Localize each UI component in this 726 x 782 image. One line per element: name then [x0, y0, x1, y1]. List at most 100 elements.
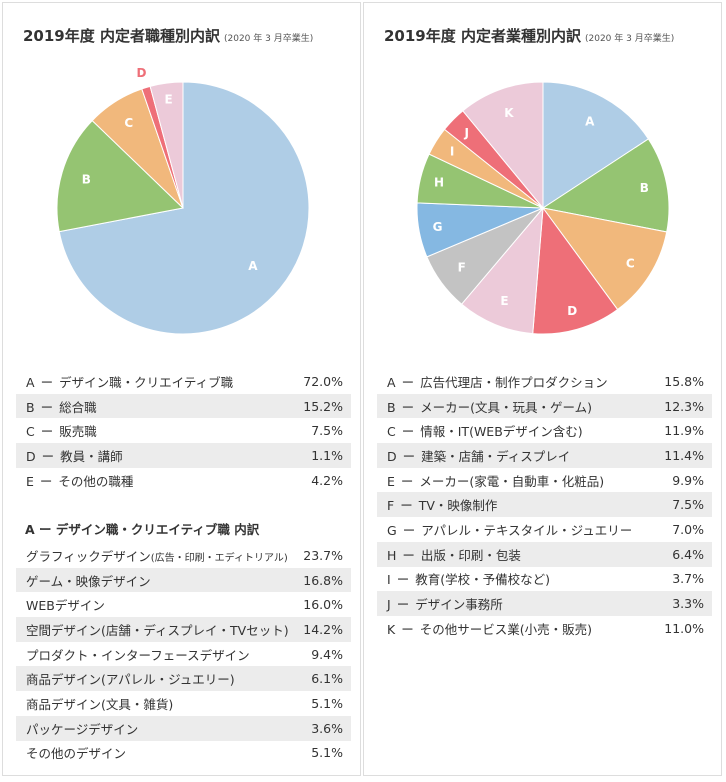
industry-subtitle: (2020 年 3 月卒業生) — [584, 34, 675, 44]
design-breakdown-row: プロダクト・インターフェースデザイン 9.4% — [16, 642, 351, 667]
row-dash: ー — [396, 572, 410, 588]
industry-row: K ーその他サービス業(小売・販売) 11.0% — [377, 616, 712, 641]
design-breakdown-row-label: ゲーム・映像デザイン — [16, 571, 303, 590]
design-breakdown-row-text: プロダクト・インターフェースデザイン — [26, 647, 250, 663]
industry-row: G ーアパレル・テキスタイル・ジュエリー 7.0% — [377, 517, 712, 542]
industry-row-value: 9.9% — [672, 472, 704, 488]
job-type-row-label: D ー教員・講師 — [16, 446, 311, 465]
row-dash: ー — [41, 448, 55, 464]
design-breakdown-row: グラフィックデザイン(広告・印刷・エディトリアル) 23.7% — [16, 543, 351, 568]
industry-slice-label-b: B — [640, 181, 649, 195]
industry-row: E ーメーカー(家電・自動車・化粧品) 9.9% — [377, 468, 712, 493]
industry-row-value: 6.4% — [672, 546, 704, 562]
design-breakdown-row-text: 商品デザイン(アパレル・ジュエリー) — [26, 672, 235, 688]
job-type-row: C ー販売職 7.5% — [16, 418, 351, 443]
design-breakdown-row-value: 14.2% — [303, 621, 343, 637]
job-type-row-text: その他の職種 — [58, 473, 134, 489]
row-dash: ー — [400, 498, 413, 514]
job-type-row-label: C ー販売職 — [16, 421, 311, 440]
design-breakdown-row-value: 23.7% — [303, 547, 343, 563]
industry-row-text: 出版・印刷・包装 — [420, 547, 521, 563]
design-breakdown-row-value: 16.8% — [303, 572, 343, 588]
industry-slice-c — [541, 207, 668, 311]
design-breakdown-row: パッケージデザイン 3.6% — [16, 715, 351, 741]
industry-row-text: 広告代理店・制作プロダクション — [420, 374, 608, 390]
industry-row-text: 教育(学校・予備校など) — [415, 572, 550, 588]
industry-row-label: E ーメーカー(家電・自動車・化粧品) — [377, 471, 672, 490]
design-breakdown-row-text: 商品デザイン(文具・雑貨) — [26, 696, 174, 712]
industry-row-value: 11.4% — [664, 447, 704, 463]
industry-row: I ー教育(学校・予備校など) 3.7% — [377, 567, 712, 592]
industry-row-code: D — [387, 448, 397, 464]
job-type-row-code: B — [26, 399, 35, 415]
row-dash: ー — [401, 424, 415, 440]
industry-row-label: A ー広告代理店・制作プロダクション — [377, 372, 664, 391]
design-breakdown-row-label: プロダクト・インターフェースデザイン — [16, 645, 311, 664]
industry-row-label: G ーアパレル・テキスタイル・ジュエリー — [377, 520, 672, 539]
industry-row-label: D ー建築・店舗・ディスプレイ — [377, 446, 664, 465]
job-type-row-value: 15.2% — [303, 398, 343, 414]
job-type-row-text: 販売職 — [59, 424, 97, 440]
industry-row-text: メーカー(文具・玩具・ゲーム) — [420, 399, 592, 415]
job-type-title-block: 2019年度 内定者職種別内訳 (2020 年 3 月卒業生) — [23, 25, 313, 46]
job-type-row-value: 1.1% — [311, 447, 343, 463]
breakdown-heading: A ー デザイン職・クリエイティブ職 内訳 — [25, 522, 260, 537]
design-breakdown-row-value: 3.6% — [311, 720, 343, 736]
industry-row-label: F ー TV・映像制作 — [377, 495, 672, 514]
job-type-pie-chart: A B C D E — [56, 66, 310, 335]
job-type-row-code: E — [26, 473, 34, 489]
job-slice-e — [149, 81, 184, 209]
design-breakdown-row-text: 空間デザイン(店舗・ディスプレイ・TVセット) — [26, 622, 289, 638]
job-slice-label-e: E — [164, 92, 172, 106]
design-breakdown-row-note: (広告・印刷・エディトリアル) — [150, 552, 288, 564]
design-breakdown-row-label: 商品デザイン(文具・雑貨) — [16, 694, 311, 713]
design-breakdown-row-value: 16.0% — [303, 597, 343, 613]
job-type-subtitle: (2020 年 3 月卒業生) — [223, 34, 314, 44]
job-type-row-value: 7.5% — [311, 423, 343, 439]
job-type-table: A ーデザイン職・クリエイティブ職 72.0% B ー総合職 15.2% C ー販売職 7.5%… — [16, 369, 351, 492]
industry-row: B ーメーカー(文具・玩具・ゲーム) 12.3% — [377, 393, 712, 419]
design-breakdown-row-label: パッケージデザイン — [16, 719, 311, 738]
design-breakdown-row: その他のデザイン 5.1% — [16, 741, 351, 766]
row-dash: ー — [40, 399, 54, 415]
industry-row-label: B ーメーカー(文具・玩具・ゲーム) — [377, 397, 664, 416]
design-breakdown-row-label: その他のデザイン — [16, 743, 311, 762]
industry-row-text: デザイン事務所 — [415, 597, 503, 613]
job-type-row: A ーデザイン職・クリエイティブ職 72.0% — [16, 369, 351, 394]
industry-title-block: 2019年度 内定者業種別内訳 (2020 年 3 月卒業生) — [384, 25, 674, 46]
job-slice-label-c: C — [124, 116, 133, 130]
industry-row-value: 7.0% — [672, 521, 704, 537]
industry-row-code: G — [387, 522, 397, 538]
row-dash: ー — [396, 597, 410, 613]
design-breakdown-row: ゲーム・映像デザイン 16.8% — [16, 567, 351, 593]
industry-row-text: TV・映像制作 — [418, 498, 498, 514]
industry-row-code: E — [387, 473, 395, 489]
job-slice-label-d: D — [137, 66, 147, 80]
design-breakdown-row-value: 6.1% — [311, 671, 343, 687]
job-slice-label-b: B — [82, 172, 91, 186]
design-breakdown-row-label: 空間デザイン(店舗・ディスプレイ・TVセット) — [16, 620, 303, 639]
row-dash: ー — [401, 399, 415, 415]
industry-row: A ー広告代理店・制作プロダクション 15.8% — [377, 369, 712, 394]
industry-row-code: H — [387, 547, 397, 563]
industry-slice-e — [460, 206, 544, 335]
industry-row-code: I — [387, 572, 391, 588]
row-dash: ー — [402, 448, 416, 464]
row-dash: ー — [401, 621, 414, 637]
industry-row-label: K ーその他サービス業(小売・販売) — [377, 619, 664, 638]
industry-slice-label-h: H — [434, 175, 444, 189]
design-breakdown-row-value: 5.1% — [311, 745, 343, 761]
industry-row-label: H ー出版・印刷・包装 — [377, 545, 672, 564]
industry-title: 2019年度 内定者業種別内訳 — [384, 27, 581, 45]
industry-row-label: J ーデザイン事務所 — [377, 594, 672, 613]
design-breakdown-row-label: グラフィックデザイン(広告・印刷・エディトリアル) — [16, 546, 303, 565]
design-breakdown-row-text: その他のデザイン — [26, 746, 127, 762]
industry-row-value: 15.8% — [664, 373, 704, 389]
industry-row-code: J — [387, 597, 391, 613]
industry-row-text: 建築・店舗・ディスプレイ — [421, 448, 571, 464]
job-type-row-code: C — [26, 424, 35, 440]
industry-row-value: 7.5% — [672, 497, 704, 513]
industry-row-value: 3.3% — [672, 596, 704, 612]
row-dash: ー — [400, 473, 414, 489]
